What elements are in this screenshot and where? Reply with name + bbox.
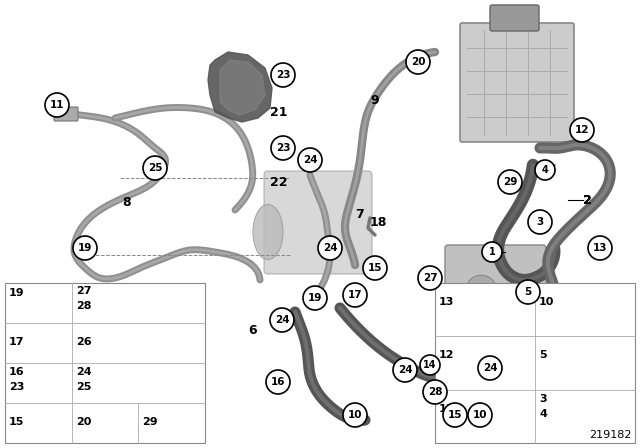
Circle shape	[588, 236, 612, 260]
Text: 29: 29	[503, 177, 517, 187]
Text: 16: 16	[271, 377, 285, 387]
Text: 219182: 219182	[589, 430, 632, 440]
Circle shape	[498, 170, 522, 194]
Circle shape	[478, 356, 502, 380]
Circle shape	[271, 63, 295, 87]
Circle shape	[420, 355, 440, 375]
Text: 20: 20	[411, 57, 425, 67]
Circle shape	[303, 286, 327, 310]
Text: 12: 12	[575, 125, 589, 135]
Circle shape	[270, 308, 294, 332]
FancyBboxPatch shape	[490, 5, 539, 31]
Text: 4: 4	[541, 165, 548, 175]
FancyBboxPatch shape	[264, 171, 372, 274]
Text: 13: 13	[439, 297, 454, 307]
Circle shape	[516, 280, 540, 304]
Text: 27: 27	[422, 273, 437, 283]
Text: 5: 5	[524, 287, 532, 297]
Text: 15: 15	[368, 263, 382, 273]
Text: 11: 11	[50, 100, 64, 110]
Circle shape	[298, 148, 322, 172]
Circle shape	[418, 266, 442, 290]
Text: 24: 24	[275, 315, 289, 325]
Text: 4: 4	[539, 409, 547, 419]
Circle shape	[343, 283, 367, 307]
Text: 13: 13	[593, 243, 607, 253]
Circle shape	[443, 403, 467, 427]
FancyBboxPatch shape	[445, 245, 546, 326]
Circle shape	[423, 380, 447, 404]
Text: 10: 10	[539, 297, 554, 307]
Text: 23: 23	[276, 143, 291, 153]
Circle shape	[393, 358, 417, 382]
Text: 24: 24	[76, 367, 92, 377]
Text: 6: 6	[248, 323, 257, 336]
Text: 7: 7	[355, 208, 364, 221]
Text: 19: 19	[9, 288, 24, 298]
Circle shape	[143, 156, 167, 180]
Text: 23: 23	[9, 382, 24, 392]
Circle shape	[318, 236, 342, 260]
Circle shape	[570, 118, 594, 142]
Ellipse shape	[253, 204, 283, 259]
Text: 28: 28	[76, 301, 91, 311]
Text: 5: 5	[539, 350, 547, 360]
Text: 21: 21	[270, 107, 287, 120]
Text: 3: 3	[536, 217, 543, 227]
FancyBboxPatch shape	[460, 23, 574, 142]
Circle shape	[535, 160, 555, 180]
Ellipse shape	[467, 275, 496, 303]
Text: 19: 19	[308, 293, 322, 303]
Text: 16: 16	[9, 367, 24, 377]
Text: 29: 29	[142, 417, 158, 427]
Text: 24: 24	[397, 365, 412, 375]
Text: 3: 3	[539, 394, 547, 404]
Bar	[5, 283, 205, 443]
Circle shape	[266, 370, 290, 394]
Circle shape	[45, 93, 69, 117]
Text: 15: 15	[9, 417, 24, 427]
Text: 20: 20	[76, 417, 91, 427]
Text: 1: 1	[488, 247, 495, 257]
FancyBboxPatch shape	[54, 107, 78, 121]
Text: 2: 2	[583, 194, 592, 207]
Polygon shape	[220, 60, 265, 115]
Text: 28: 28	[428, 387, 442, 397]
Text: 18: 18	[370, 215, 387, 228]
Text: 24: 24	[323, 243, 337, 253]
Circle shape	[482, 242, 502, 262]
Text: 19: 19	[78, 243, 92, 253]
Circle shape	[363, 256, 387, 280]
Circle shape	[528, 210, 552, 234]
Text: 27: 27	[76, 286, 91, 296]
Circle shape	[343, 403, 367, 427]
Text: 17: 17	[9, 337, 24, 347]
Circle shape	[468, 403, 492, 427]
Text: 8: 8	[122, 195, 131, 208]
Circle shape	[73, 236, 97, 260]
Text: 9: 9	[370, 94, 379, 107]
Text: 24: 24	[303, 155, 317, 165]
Text: 22: 22	[270, 177, 287, 190]
Text: 17: 17	[348, 290, 362, 300]
Text: 10: 10	[473, 410, 487, 420]
Polygon shape	[208, 52, 272, 122]
Text: 14: 14	[423, 360, 436, 370]
Text: 23: 23	[276, 70, 291, 80]
Circle shape	[271, 136, 295, 160]
Text: 12: 12	[439, 350, 454, 360]
Text: 10: 10	[348, 410, 362, 420]
Text: 2: 2	[583, 194, 592, 207]
Text: 24: 24	[483, 363, 497, 373]
Bar	[435, 283, 635, 443]
Text: 25: 25	[76, 382, 91, 392]
Text: 15: 15	[448, 410, 462, 420]
Text: 25: 25	[148, 163, 163, 173]
Text: 11: 11	[439, 404, 454, 414]
Circle shape	[406, 50, 430, 74]
Text: 26: 26	[76, 337, 92, 347]
